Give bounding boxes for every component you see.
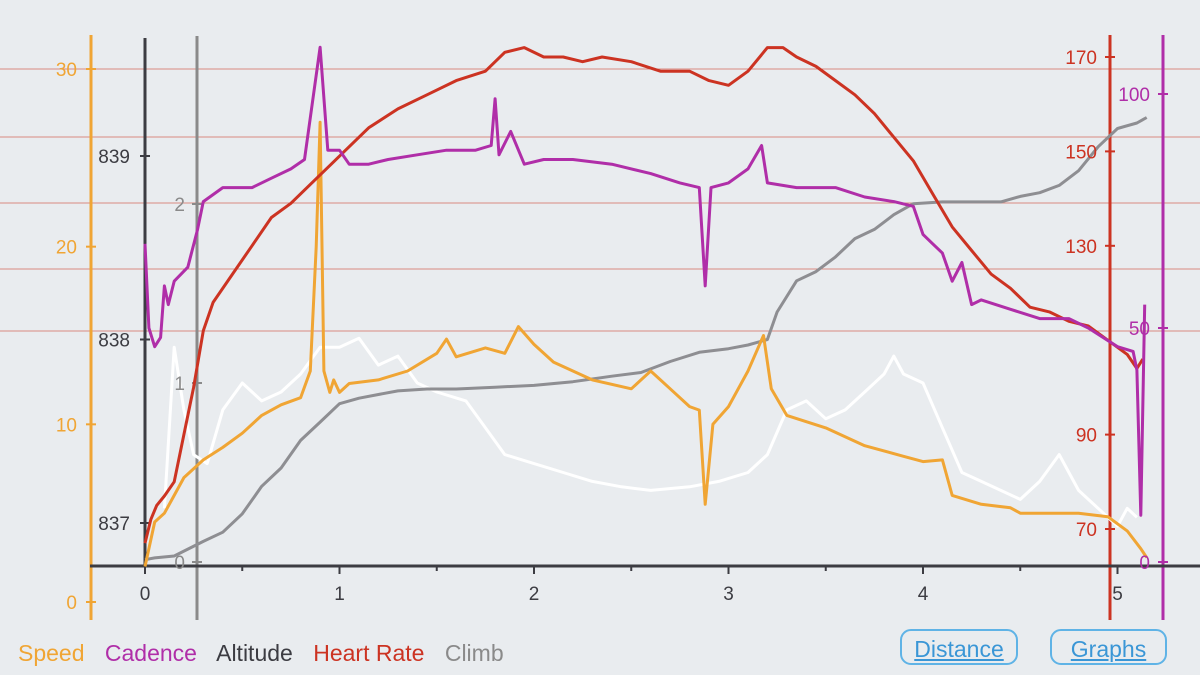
x-tick-label: 5 bbox=[1112, 584, 1123, 605]
speed-line bbox=[143, 120, 1148, 567]
altitude-line bbox=[144, 116, 1148, 562]
multi-series-chart[interactable]: 0 1 2 3 4 50102030837838839012709013015017005… bbox=[0, 0, 1200, 625]
x-tick-label: 4 bbox=[918, 584, 929, 605]
altitude-tick-label: 837 bbox=[98, 514, 130, 535]
heart_rate-tick-label: 150 bbox=[1065, 142, 1097, 163]
legend-heart-rate: Heart Rate bbox=[313, 640, 425, 666]
legend-climb: Climb bbox=[444, 640, 504, 666]
cadence-line bbox=[143, 45, 1147, 517]
altitude-tick-label: 839 bbox=[98, 147, 130, 168]
speed-tick-label: 20 bbox=[56, 238, 77, 259]
x-tick-label: 1 bbox=[334, 584, 345, 605]
legend-cadence: Cadence bbox=[104, 640, 197, 666]
series-lines bbox=[143, 45, 1148, 567]
heart_rate-tick-label: 130 bbox=[1065, 237, 1097, 258]
x-tick-label: 2 bbox=[529, 584, 540, 605]
climb-tick-label: 0 bbox=[174, 553, 185, 574]
legend: Speed Cadence Altitude Heart Rate Climb bbox=[18, 640, 518, 667]
climb-tick-label: 2 bbox=[174, 195, 185, 216]
distance-button[interactable]: Distance bbox=[900, 629, 1018, 665]
climb-tick-label: 1 bbox=[174, 374, 185, 395]
heart_rate-tick-label: 90 bbox=[1076, 426, 1097, 447]
legend-speed: Speed bbox=[18, 640, 85, 666]
axes bbox=[86, 35, 1200, 620]
altitude-tick-label: 838 bbox=[98, 331, 130, 352]
heart-rate-line bbox=[143, 46, 1145, 544]
tick-labels: 0 1 2 3 4 50102030837838839012709013015017005… bbox=[56, 48, 1150, 614]
cadence-tick-label: 100 bbox=[1118, 85, 1150, 106]
cadence-tick-label: 0 bbox=[1139, 553, 1150, 574]
speed-tick-label: 0 bbox=[66, 593, 77, 614]
x-tick-label: 3 bbox=[723, 584, 734, 605]
heart_rate-tick-label: 70 bbox=[1076, 520, 1097, 541]
heart_rate-tick-label: 170 bbox=[1065, 48, 1097, 69]
x-tick-label: 0 bbox=[140, 584, 151, 605]
legend-altitude: Altitude bbox=[216, 640, 293, 666]
speed-tick-label: 30 bbox=[56, 60, 77, 81]
graphs-button[interactable]: Graphs bbox=[1050, 629, 1167, 665]
cadence-tick-label: 50 bbox=[1129, 319, 1150, 340]
speed-tick-label: 10 bbox=[56, 415, 77, 436]
climb-line bbox=[162, 336, 1138, 528]
